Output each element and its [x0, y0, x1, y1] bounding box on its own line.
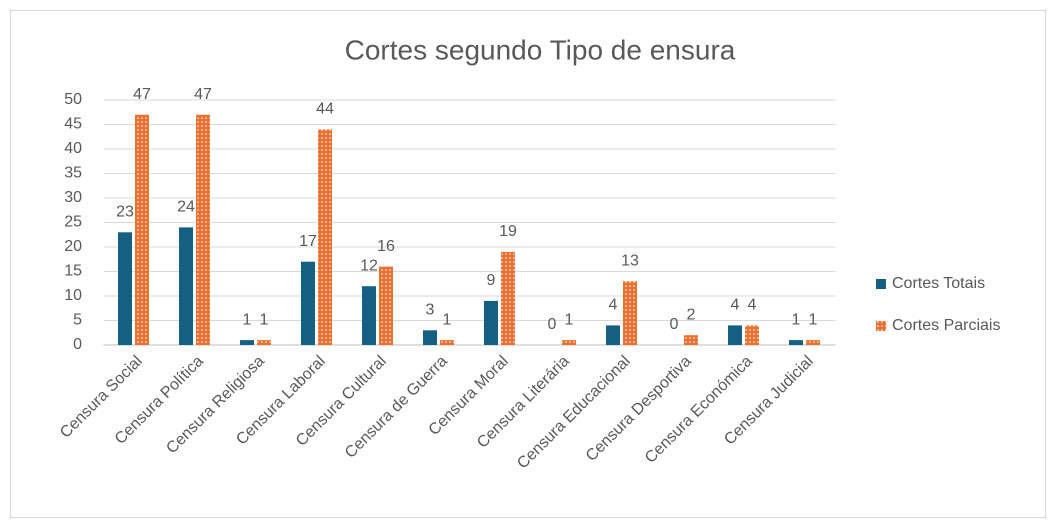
data-label: 0	[548, 316, 557, 333]
data-label: 1	[243, 311, 252, 328]
chart-title: Cortes segundo Tipo de ensura	[345, 34, 736, 65]
data-label: 9	[487, 272, 496, 289]
data-label: 4	[731, 297, 740, 314]
data-label: 4	[609, 297, 618, 314]
data-label: 1	[443, 311, 452, 328]
data-label: 47	[133, 86, 151, 103]
data-label: 1	[260, 311, 269, 328]
bar	[257, 340, 271, 345]
y-tick-label: 35	[64, 165, 82, 182]
data-label: 44	[316, 101, 334, 118]
bar	[135, 114, 149, 345]
data-label: 13	[621, 253, 639, 270]
bar	[501, 251, 515, 345]
bar	[684, 335, 698, 345]
y-tick-label: 25	[64, 214, 82, 231]
legend-label: Cortes Totais	[892, 275, 985, 292]
data-label: 2	[687, 306, 696, 323]
data-label: 1	[565, 311, 574, 328]
bar	[179, 227, 193, 345]
data-label: 24	[177, 199, 195, 216]
y-tick-label: 45	[64, 116, 82, 133]
y-tick-label: 30	[64, 189, 82, 206]
data-label: 12	[360, 257, 378, 274]
bar	[484, 300, 498, 345]
bar	[440, 340, 454, 345]
bar	[789, 340, 803, 345]
y-tick-label: 10	[64, 287, 82, 304]
bar	[562, 340, 576, 345]
data-label: 4	[748, 297, 757, 314]
legend-swatch	[876, 321, 886, 331]
bar	[362, 286, 376, 345]
bar	[606, 325, 620, 345]
bar	[423, 330, 437, 345]
y-tick-label: 20	[64, 238, 82, 255]
bar	[240, 340, 254, 345]
data-label: 19	[499, 223, 517, 240]
data-label: 0	[670, 316, 679, 333]
bar	[745, 325, 759, 345]
data-label: 16	[377, 238, 395, 255]
data-label: 1	[792, 311, 801, 328]
data-label: 47	[194, 86, 212, 103]
data-label: 23	[116, 204, 134, 221]
y-tick-label: 5	[73, 312, 82, 329]
legend-label: Cortes Parciais	[892, 317, 1000, 334]
legend-swatch	[876, 279, 886, 289]
y-tick-label: 15	[64, 263, 82, 280]
data-label: 17	[299, 233, 317, 250]
data-label: 1	[809, 311, 818, 328]
bar	[623, 281, 637, 345]
y-tick-label: 0	[73, 336, 82, 353]
y-tick-label: 50	[64, 91, 82, 108]
bar	[379, 266, 393, 345]
bar	[301, 261, 315, 345]
bar	[196, 114, 210, 345]
bar	[118, 232, 132, 345]
data-label: 3	[426, 302, 435, 319]
bar	[728, 325, 742, 345]
y-tick-label: 40	[64, 140, 82, 157]
bar	[318, 129, 332, 345]
bar	[806, 340, 820, 345]
